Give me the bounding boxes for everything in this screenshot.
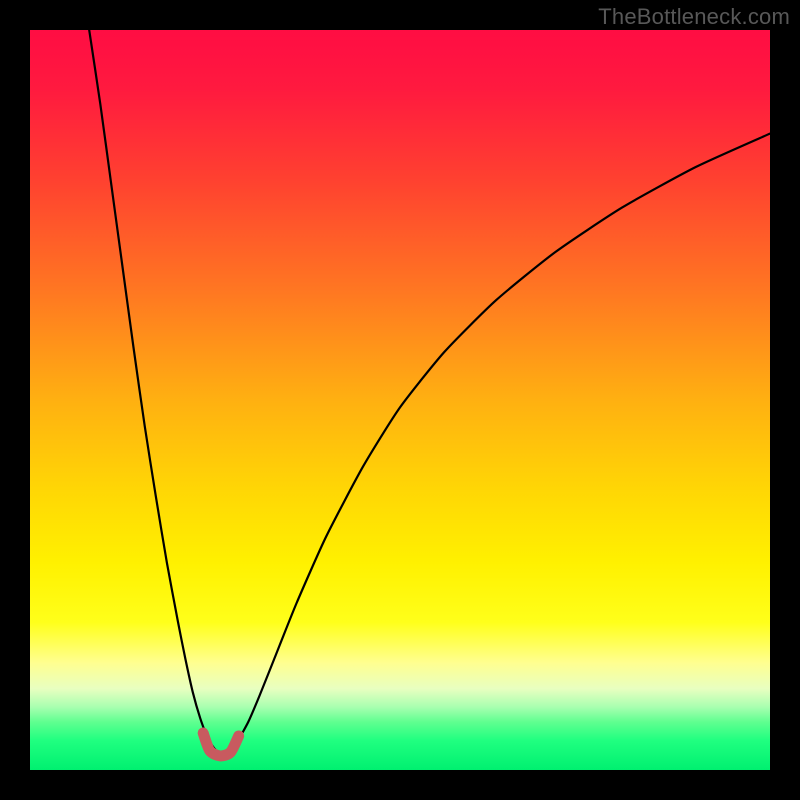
watermark-text: TheBottleneck.com [598, 4, 790, 30]
chart-canvas [0, 0, 800, 800]
bottleneck-chart: TheBottleneck.com [0, 0, 800, 800]
